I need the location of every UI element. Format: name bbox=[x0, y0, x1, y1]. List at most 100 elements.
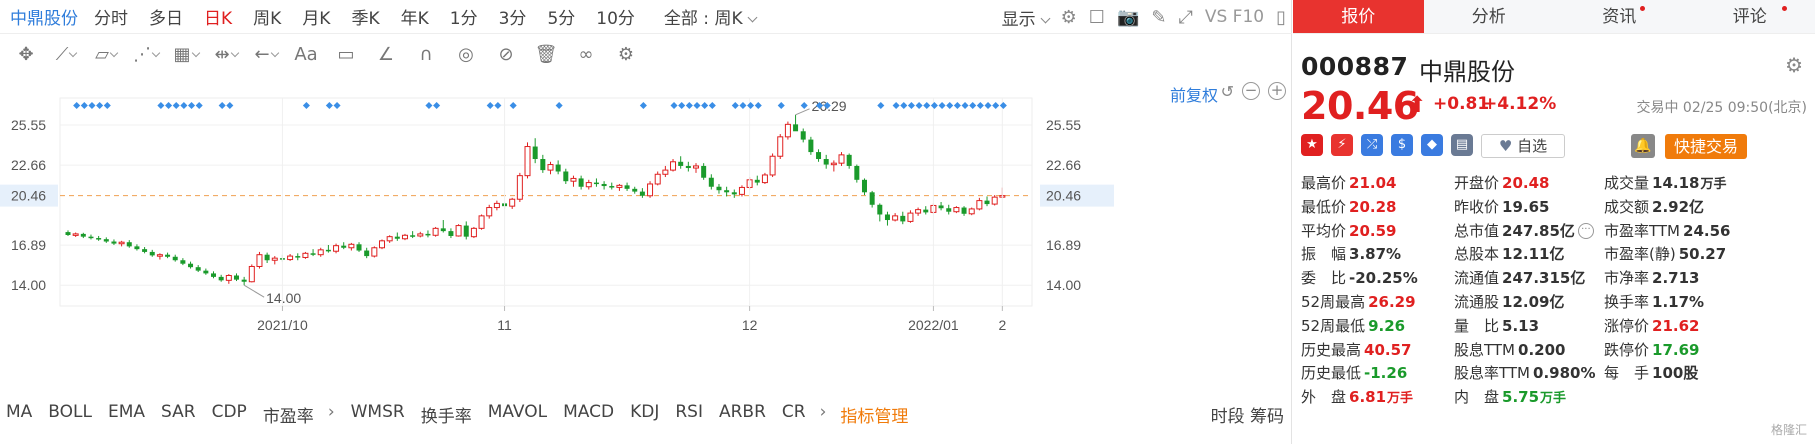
square-icon[interactable]: ☐ bbox=[1088, 6, 1105, 28]
candle-body bbox=[65, 232, 71, 236]
stock-name[interactable]: 中鼎股份 bbox=[10, 9, 78, 29]
indicator-tab[interactable]: 市盈率 bbox=[262, 406, 314, 427]
indicator-tab[interactable]: BOLL bbox=[48, 401, 92, 422]
hide-icon[interactable]: ⊘ bbox=[498, 43, 514, 65]
fib-tool-icon[interactable]: ▦ bbox=[166, 44, 206, 65]
pen-icon[interactable]: ✎ bbox=[1151, 6, 1167, 28]
y-tick-label: 25.55 bbox=[11, 117, 46, 133]
period-tab[interactable]: 5分 bbox=[547, 9, 576, 29]
line-tool-icon[interactable]: ⟋ bbox=[46, 44, 86, 65]
indicator-tab[interactable]: 换手率 bbox=[420, 406, 472, 427]
candle-body bbox=[317, 249, 324, 256]
signal-diamond bbox=[915, 101, 923, 110]
comment-tool-icon[interactable]: ▭ bbox=[337, 43, 355, 65]
quote-tab[interactable]: 分析 bbox=[1424, 0, 1555, 33]
connect-icon[interactable]: ⤮ bbox=[1361, 134, 1383, 156]
range-select[interactable]: 全部 : 周K bbox=[664, 4, 758, 29]
indicator-tab[interactable]: ARBR bbox=[718, 401, 766, 422]
period-tab[interactable]: 10分 bbox=[596, 9, 635, 29]
candle-body bbox=[111, 241, 117, 244]
wave-tool-icon[interactable]: ⋰ bbox=[126, 44, 166, 65]
candle-body bbox=[846, 154, 852, 166]
stat-label: 成交额 bbox=[1604, 197, 1650, 216]
period-tab[interactable]: 分时 bbox=[94, 9, 128, 29]
gear-icon[interactable]: ⚙ bbox=[1785, 53, 1803, 77]
indicator-tab[interactable]: SAR bbox=[161, 401, 196, 422]
indicator-tab[interactable]: KDJ bbox=[630, 401, 660, 422]
link-icon[interactable]: ∞ bbox=[578, 43, 594, 65]
camera-icon[interactable]: 📷 bbox=[1116, 6, 1140, 28]
price-tag-bg bbox=[1040, 184, 1114, 207]
signal-diamond bbox=[969, 101, 977, 110]
channel-tool-icon[interactable]: ▱ bbox=[86, 44, 126, 65]
book-icon[interactable]: ▤ bbox=[1451, 134, 1473, 156]
quick-trade-button[interactable]: 快捷交易 bbox=[1665, 134, 1747, 159]
trash-icon[interactable]: 🗑 bbox=[534, 43, 558, 65]
reset-icon[interactable]: ↺ bbox=[1220, 82, 1234, 101]
arrow-tool-icon[interactable]: ← bbox=[246, 44, 286, 65]
indicator-bar: MA BOLL EMA SAR CDP 市盈率 › WMSR 换手率 MAVOL MACD KDJ RS… bbox=[0, 398, 1292, 430]
fullscreen-icon[interactable]: ⤢ bbox=[1178, 6, 1193, 28]
indicator-tab[interactable]: EMA bbox=[107, 401, 146, 422]
dollar-icon[interactable]: $ bbox=[1391, 134, 1413, 156]
signal-diamond bbox=[923, 101, 931, 110]
period-tab[interactable]: 3分 bbox=[498, 9, 527, 29]
eye-icon[interactable]: ◎ bbox=[458, 43, 474, 65]
display-button[interactable]: 显示 bbox=[1002, 5, 1051, 30]
indicator-tab[interactable]: WMSR bbox=[350, 401, 405, 422]
period-tab[interactable]: 年K bbox=[400, 9, 429, 29]
indicator-tab[interactable]: RSI bbox=[675, 401, 703, 422]
candle-body bbox=[838, 154, 845, 164]
kline-chart[interactable]: 前复权 ↺ − + 25.55 25.55 22.66 22.66 20.46 20.46… bbox=[0, 74, 1292, 394]
add-watchlist-button[interactable]: ♥ 自选 bbox=[1481, 134, 1565, 158]
quote-tab[interactable]: 报价 bbox=[1293, 0, 1424, 33]
tag-icon[interactable]: ◆ bbox=[1421, 134, 1443, 156]
indicator-tab[interactable]: MAVOL bbox=[487, 401, 548, 422]
stat-cell: 最高价 21.04 bbox=[1301, 172, 1396, 193]
vs-f10-button[interactable]: VS F10 bbox=[1204, 7, 1265, 27]
zoom-out-icon[interactable]: − bbox=[1242, 82, 1260, 100]
indicator-tab[interactable]: CR bbox=[781, 401, 806, 422]
period-tab[interactable]: 日K bbox=[204, 9, 233, 29]
period-tab[interactable]: 1分 bbox=[449, 9, 478, 29]
period-tab[interactable]: 月K bbox=[302, 9, 331, 29]
candle-body bbox=[532, 146, 538, 160]
candle-body bbox=[142, 249, 148, 252]
indicator-manage-button[interactable]: 指标管理 bbox=[840, 406, 909, 427]
quote-action-row: ★ ⚡ ⤮ $ ◆ ▤ ♥ 自选 🔔 快捷交易 bbox=[1301, 134, 1807, 160]
period-chip-toggle[interactable]: 时段 筹码 bbox=[1210, 406, 1284, 427]
stats-row: 委 比 -20.25% 流通值 247.315亿 市净率 2.713 bbox=[1301, 267, 1811, 291]
indicator-tab[interactable]: MACD bbox=[563, 401, 615, 422]
zoom-in-icon[interactable]: + bbox=[1268, 82, 1286, 100]
more-icon[interactable]: ··· bbox=[1577, 223, 1594, 240]
chevron-right-icon[interactable]: › bbox=[327, 401, 335, 422]
adjust-toggle[interactable]: 前复权 bbox=[1169, 86, 1218, 105]
signal-diamond bbox=[961, 101, 969, 110]
settings-icon[interactable]: ⚙ bbox=[617, 43, 635, 65]
magnet-icon[interactable]: ∩ bbox=[419, 43, 433, 65]
text-tool-icon[interactable]: Aa bbox=[294, 43, 318, 65]
angle-tool-icon[interactable]: ∠ bbox=[377, 43, 395, 65]
trade-status: 交易中 02/25 09:50(北京) bbox=[1636, 100, 1807, 116]
chevron-down-icon bbox=[1040, 13, 1051, 23]
quote-tab[interactable]: 评论 bbox=[1685, 0, 1815, 33]
range-tool-icon[interactable]: ⇹ bbox=[206, 44, 246, 65]
period-tab[interactable]: 周K bbox=[253, 9, 282, 29]
stat-value: 20.59 bbox=[1349, 221, 1397, 240]
candle-body bbox=[180, 260, 186, 264]
bell-icon[interactable]: 🔔 bbox=[1631, 134, 1655, 158]
indicator-tab[interactable]: CDP bbox=[211, 401, 247, 422]
chevron-right-icon[interactable]: › bbox=[819, 401, 827, 422]
stat-cell: 平均价 20.59 bbox=[1301, 220, 1396, 241]
move-icon[interactable]: ✥ bbox=[18, 43, 34, 65]
period-tab[interactable]: 季K bbox=[351, 9, 380, 29]
indicator-tab[interactable]: MA bbox=[6, 401, 33, 422]
margin-icon[interactable]: ⚡ bbox=[1331, 134, 1353, 156]
stat-unit: 万手 bbox=[1387, 391, 1414, 407]
quote-tab[interactable]: 资讯 bbox=[1554, 0, 1685, 33]
gear-icon[interactable]: ⚙ bbox=[1060, 6, 1077, 28]
stat-unit: 万手 bbox=[1700, 177, 1727, 192]
candle-body bbox=[455, 225, 462, 237]
period-tab[interactable]: 多日 bbox=[149, 9, 183, 29]
panel-toggle-icon[interactable]: ▯ bbox=[1276, 6, 1286, 28]
